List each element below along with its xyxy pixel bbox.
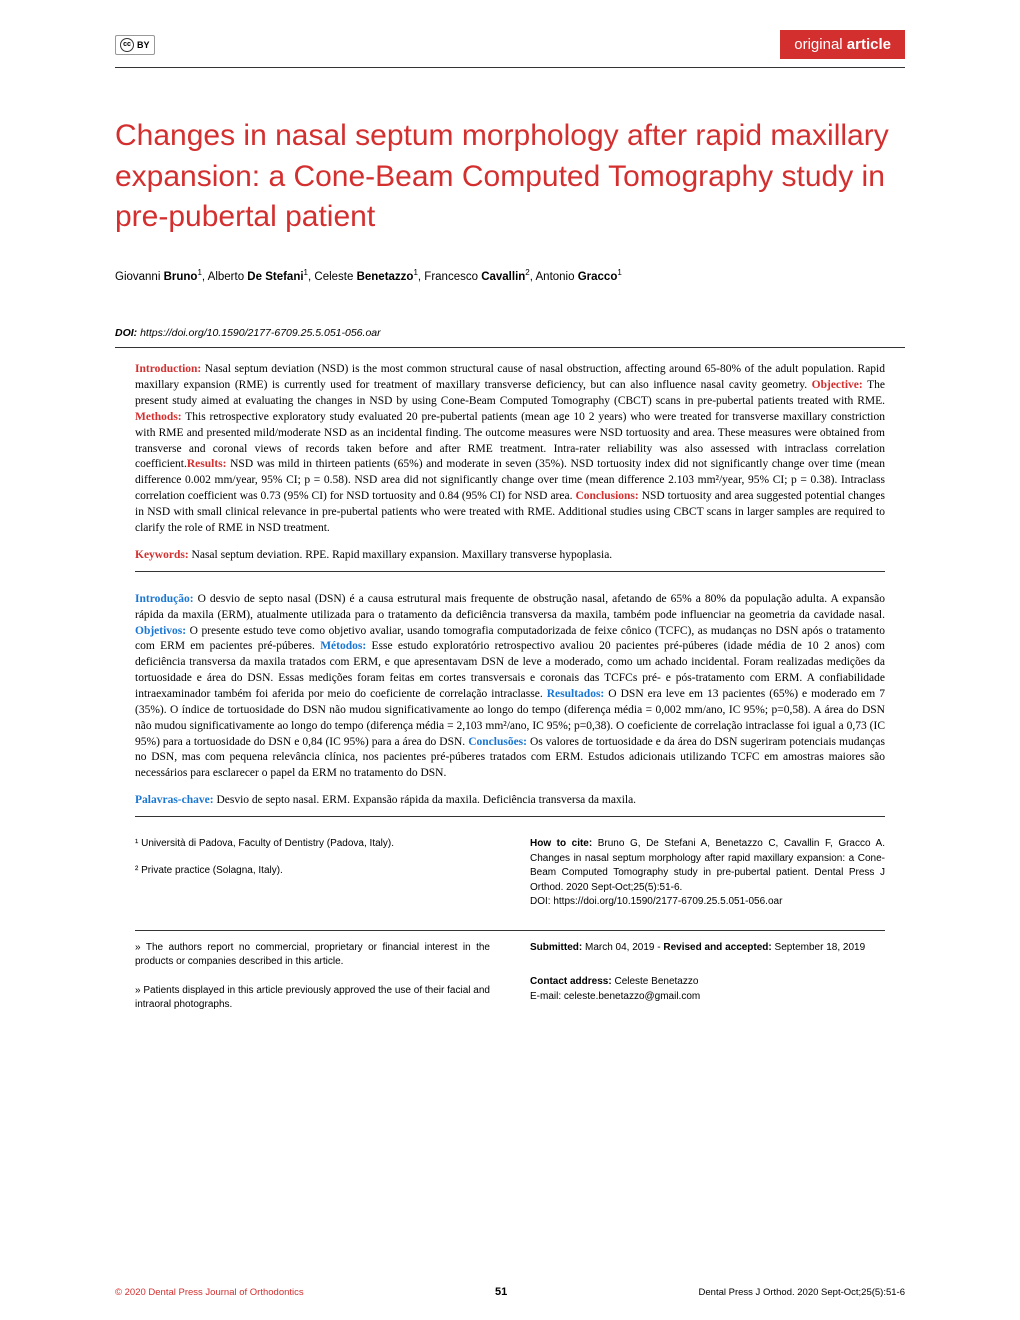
footer-left-column: ¹ Università di Padova, Faculty of Denti…	[135, 837, 490, 924]
revised-label: Revised and accepted:	[663, 942, 771, 953]
how-to-cite: How to cite: Bruno G, De Stefani A, Bene…	[530, 837, 885, 910]
results-label-pt: Resultados:	[547, 688, 605, 700]
footer-citation: Dental Press J Orthod. 2020 Sept-Oct;25(…	[699, 1287, 905, 1298]
submission-dates: Submitted: March 04, 2019 - Revised and …	[530, 941, 885, 956]
page-footer: © 2020 Dental Press Journal of Orthodont…	[115, 1286, 905, 1298]
footer-rule-1	[135, 930, 885, 931]
rule-between-abstracts	[135, 571, 885, 572]
contact-label: Contact address:	[530, 976, 612, 987]
page-number: 51	[495, 1286, 507, 1298]
objective-label-pt: Objetivos:	[135, 625, 186, 637]
abstract-portuguese: Introdução: O desvio de septo nasal (DSN…	[115, 592, 905, 782]
doi-line: DOI: https://doi.org/10.1590/2177-6709.2…	[115, 327, 905, 339]
contact-email: E-mail: celeste.benetazzo@gmail.com	[530, 991, 700, 1002]
affiliation-2: ² Private practice (Solagna, Italy).	[135, 864, 490, 879]
conclusions-label-pt: Conclusões:	[468, 736, 527, 748]
intro-label-en: Introduction:	[135, 363, 201, 375]
submitted-date: March 04, 2019 -	[582, 942, 663, 953]
contact-name: Celeste Benetazzo	[612, 976, 699, 987]
contact-address: Contact address: Celeste Benetazzo E-mai…	[530, 975, 885, 1004]
rule-below-pt-keywords	[135, 816, 885, 817]
article-type-light: original	[794, 36, 847, 53]
affiliation-1: ¹ Università di Padova, Faculty of Denti…	[135, 837, 490, 852]
how-to-cite-label: How to cite:	[530, 838, 592, 849]
top-rule	[115, 67, 905, 68]
footer-info-block: ¹ Università di Padova, Faculty of Denti…	[115, 837, 905, 924]
disclosure-note: » The authors report no commercial, prop…	[135, 941, 490, 970]
authors-line: Giovanni Bruno1, Alberto De Stefani1, Ce…	[115, 268, 905, 283]
abstract-english: Introduction: Nasal septum deviation (NS…	[115, 362, 905, 536]
doi-label: DOI:	[115, 327, 137, 339]
objective-label-en: Objective:	[812, 379, 863, 391]
footer-right-column: How to cite: Bruno G, De Stefani A, Bene…	[530, 837, 885, 924]
intro-text-pt: O desvio de septo nasal (DSN) é a causa …	[135, 593, 885, 621]
revised-date: September 18, 2019	[772, 942, 865, 953]
methods-label-pt: Métodos:	[320, 640, 366, 652]
intro-label-pt: Introdução:	[135, 593, 194, 605]
how-to-cite-doi: DOI: https://doi.org/10.1590/2177-6709.2…	[530, 896, 782, 907]
keywords-label-pt: Palavras-chave:	[135, 794, 214, 806]
cc-icon: cc	[120, 38, 134, 52]
rule-below-doi	[115, 347, 905, 348]
article-type-badge: original article	[780, 30, 905, 59]
keywords-text-pt: Desvio de septo nasal. ERM. Expansão ráp…	[214, 794, 636, 806]
cc-by-text: BY	[137, 40, 150, 50]
footer-right-column-2: Submitted: March 04, 2019 - Revised and …	[530, 941, 885, 1027]
keywords-english: Keywords: Nasal septum deviation. RPE. R…	[115, 549, 905, 561]
cc-by-badge: cc BY	[115, 35, 155, 55]
header-bar: cc BY original article	[115, 30, 905, 59]
footer-info-block-2: » The authors report no commercial, prop…	[115, 941, 905, 1027]
submitted-label: Submitted:	[530, 942, 582, 953]
keywords-portuguese: Palavras-chave: Desvio de septo nasal. E…	[115, 794, 905, 806]
article-title: Changes in nasal septum morphology after…	[115, 116, 905, 238]
keywords-label-en: Keywords:	[135, 549, 189, 561]
methods-label-en: Methods:	[135, 411, 182, 423]
consent-note: » Patients displayed in this article pre…	[135, 984, 490, 1013]
results-label-en: Results:	[187, 458, 227, 470]
footer-left-column-2: » The authors report no commercial, prop…	[135, 941, 490, 1027]
conclusions-label-en: Conclusions:	[575, 490, 638, 502]
article-type-bold: article	[847, 36, 891, 53]
doi-url[interactable]: https://doi.org/10.1590/2177-6709.25.5.0…	[140, 327, 381, 339]
copyright-text: © 2020 Dental Press Journal of Orthodont…	[115, 1287, 304, 1298]
keywords-text-en: Nasal septum deviation. RPE. Rapid maxil…	[189, 549, 613, 561]
intro-text-en: Nasal septum deviation (NSD) is the most…	[135, 363, 885, 391]
